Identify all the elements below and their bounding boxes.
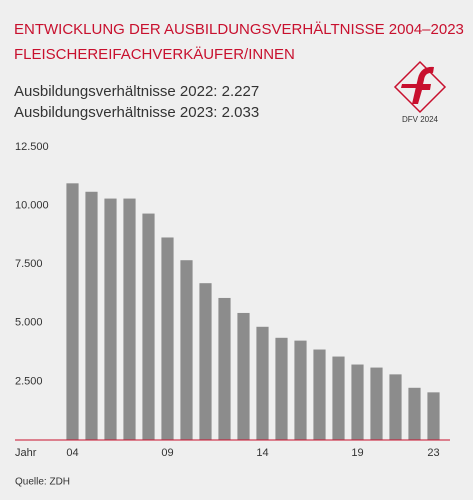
bar <box>351 364 364 440</box>
y-tick-label: 7.500 <box>15 258 43 270</box>
bar <box>332 356 345 440</box>
bar <box>66 183 79 440</box>
logo-text: DFV 2024 <box>402 115 439 124</box>
chart-title: ENTWICKLUNG DER AUSBILDUNGSVERHÄLTNISSE … <box>14 21 464 38</box>
bar <box>389 374 402 440</box>
bar <box>408 387 421 440</box>
x-tick-label: 09 <box>161 447 173 459</box>
bar <box>313 349 326 440</box>
bar <box>370 367 383 440</box>
x-tick-label: 19 <box>351 447 363 459</box>
logo-letter <box>401 66 434 104</box>
bar <box>161 237 174 440</box>
bar <box>180 260 193 440</box>
annotation: Ausbildungsverhältnisse 2022: 2.227 <box>14 83 259 100</box>
bar <box>427 392 440 440</box>
y-tick-label: 10.000 <box>15 200 49 212</box>
y-tick-label: 12.500 <box>15 141 49 153</box>
bar <box>123 198 136 440</box>
bar <box>199 283 212 440</box>
bar <box>104 198 117 440</box>
x-tick-label: 04 <box>66 447 78 459</box>
bar <box>142 213 155 440</box>
bar <box>294 340 307 440</box>
bar <box>256 326 269 440</box>
bar <box>275 337 288 440</box>
bar <box>237 312 250 440</box>
x-tick-label: 14 <box>256 447 268 459</box>
logo-diamond <box>393 60 447 114</box>
bar <box>218 297 231 440</box>
x-axis-label: Jahr <box>15 447 37 459</box>
chart-subtitle: FLEISCHEREIFACHVERKÄUFER/INNEN <box>14 46 295 63</box>
annotation: Ausbildungsverhältnisse 2023: 2.033 <box>14 104 259 121</box>
y-tick-label: 2.500 <box>15 375 43 387</box>
y-tick-label: 5.000 <box>15 317 43 329</box>
logo: DFV 2024 <box>393 60 447 124</box>
x-tick-label: 23 <box>427 447 439 459</box>
bar <box>85 191 98 440</box>
source: Quelle: ZDH <box>15 477 70 488</box>
